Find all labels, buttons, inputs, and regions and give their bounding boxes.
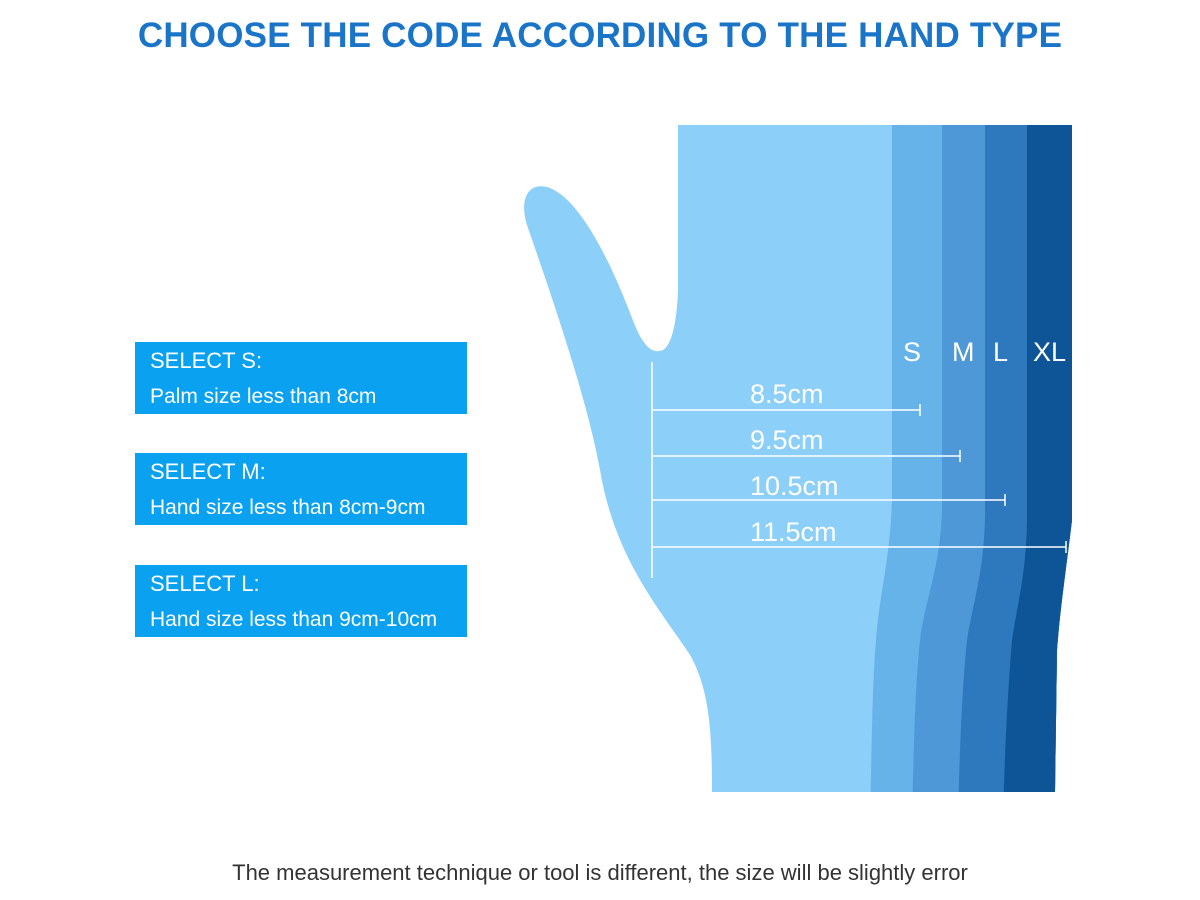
band-xl [1003,125,1072,792]
select-l-box: SELECT L: Hand size less than 9cm-10cm [135,565,467,637]
measure-label-11-5: 11.5cm [750,517,837,547]
size-label-l: L [993,337,1008,367]
select-s-description: Palm size less than 8cm [150,385,377,408]
size-label-xl: XL [1033,337,1066,367]
hand-silhouette [524,125,1072,792]
measurement-disclaimer: The measurement technique or tool is dif… [232,860,968,885]
select-l-heading: SELECT L: [150,571,260,596]
measure-line-10-5 [652,494,1006,506]
select-s-heading: SELECT S: [150,348,263,373]
size-label-m: M [952,337,975,367]
select-m-heading: SELECT M: [150,459,266,484]
size-label-s: S [903,337,921,367]
measure-line-11-5 [652,541,1067,553]
measure-line-8-5 [652,404,921,416]
select-m-description: Hand size less than 8cm-9cm [150,496,426,519]
select-m-box: SELECT M: Hand size less than 8cm-9cm [135,453,467,525]
measure-label-10-5: 10.5cm [750,471,839,501]
measure-label-8-5: 8.5cm [750,379,824,409]
page-title: CHOOSE THE CODE ACCORDING TO THE HAND TY… [137,16,1063,55]
select-s-box: SELECT S: Palm size less than 8cm [135,342,467,414]
measure-line-9-5 [652,450,961,462]
measure-label-9-5: 9.5cm [750,425,824,455]
select-l-description: Hand size less than 9cm-10cm [150,608,438,631]
